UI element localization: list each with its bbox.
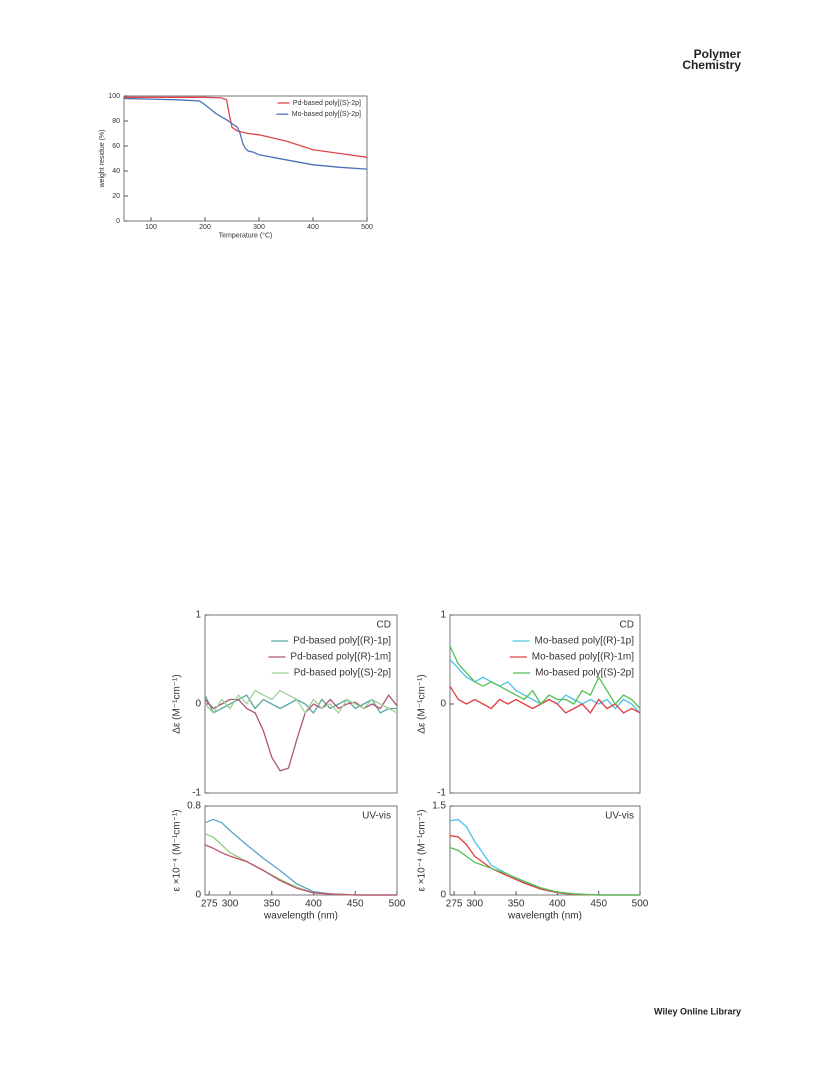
journal-title: Chemistry — [682, 58, 741, 72]
data-line — [449, 846, 640, 896]
y-tick-label: 1 — [440, 610, 446, 621]
y-axis-label: Δε (M⁻¹cm⁻¹) — [172, 674, 183, 733]
x-tick-label: 500 — [389, 899, 406, 910]
y-tick-label: -1 — [192, 788, 201, 799]
y-tick-label: 1 — [195, 610, 201, 621]
x-tick-label: 500 — [632, 899, 649, 910]
data-line — [204, 689, 398, 715]
legend-label: Mo-based poly[(R)-1m] — [532, 652, 634, 663]
annotation: UV-vis — [362, 811, 391, 822]
x-tick-label: 350 — [263, 899, 280, 910]
data-line — [124, 96, 368, 158]
x-axis-label: wavelength (nm) — [507, 911, 582, 922]
y-tick-label: 60 — [112, 143, 120, 150]
y-tick-label: -1 — [437, 788, 446, 799]
legend-label: Pd-based poly[(S)-2p] — [294, 668, 391, 679]
x-tick-label: 300 — [466, 899, 483, 910]
annotation: UV-vis — [605, 811, 634, 822]
legend-label: Pd-based poly[(S)-2p] — [293, 100, 361, 107]
data-line — [204, 844, 397, 896]
y-tick-label: 0 — [116, 218, 120, 225]
x-tick-label: 300 — [253, 224, 265, 231]
x-tick-label: 100 — [145, 224, 157, 231]
x-tick-label: 350 — [508, 899, 525, 910]
x-tick-label: 400 — [307, 224, 319, 231]
legend-label: Mo-based poly[(R)-1p] — [535, 636, 635, 647]
x-axis-label: Temperature (°C) — [219, 232, 273, 240]
y-axis-label: ε ×10⁻⁴ (M⁻¹cm⁻¹) — [417, 809, 428, 891]
y-tick-label: 20 — [112, 193, 120, 200]
legend-label: Mo-based poly[(S)-2p] — [535, 668, 634, 679]
plot-frame — [204, 805, 398, 896]
y-tick-label: 80 — [112, 118, 120, 125]
legend-label: Pd-based poly[(R)-1p] — [293, 636, 391, 647]
data-line — [449, 645, 641, 709]
x-tick-label: 450 — [590, 899, 607, 910]
journal-title: Polymer — [694, 47, 742, 61]
annotation: CD — [620, 620, 634, 631]
y-tick-label: 0 — [440, 890, 446, 901]
footer: Wiley Online Library — [654, 1006, 741, 1016]
x-tick-label: 450 — [347, 899, 364, 910]
x-tick-label: 400 — [549, 899, 566, 910]
y-tick-label: 0.8 — [187, 801, 201, 812]
annotation: CD — [377, 620, 391, 631]
x-tick-label: 300 — [222, 899, 239, 910]
y-axis-label: weight residue (%) — [99, 130, 106, 189]
y-tick-label: 100 — [108, 93, 120, 100]
x-tick-label: 400 — [305, 899, 322, 910]
x-tick-label: 275 — [446, 899, 463, 910]
y-tick-label: 0 — [440, 699, 446, 710]
y-tick-label: 40 — [112, 168, 120, 175]
data-line — [204, 694, 397, 714]
data-line — [123, 97, 368, 170]
x-tick-label: 275 — [201, 899, 218, 910]
y-axis-label: Δε (M⁻¹cm⁻¹) — [417, 674, 428, 733]
data-line — [449, 818, 640, 896]
data-line — [449, 685, 641, 714]
plot-frame — [449, 805, 641, 896]
y-tick-label: 1.5 — [432, 801, 446, 812]
data-line — [449, 835, 640, 896]
legend-label: Mo-based poly[(S)-2p] — [292, 111, 361, 118]
legend-label: Pd-based poly[(R)-1m] — [290, 652, 391, 663]
y-tick-label: 0 — [195, 699, 201, 710]
y-tick-label: 0 — [195, 890, 201, 901]
x-tick-label: 500 — [361, 224, 373, 231]
x-tick-label: 200 — [199, 224, 211, 231]
plot-frame — [123, 95, 368, 222]
x-axis-label: wavelength (nm) — [263, 911, 338, 922]
y-axis-label: ε ×10⁻⁴ (M⁻¹cm⁻¹) — [172, 809, 183, 891]
